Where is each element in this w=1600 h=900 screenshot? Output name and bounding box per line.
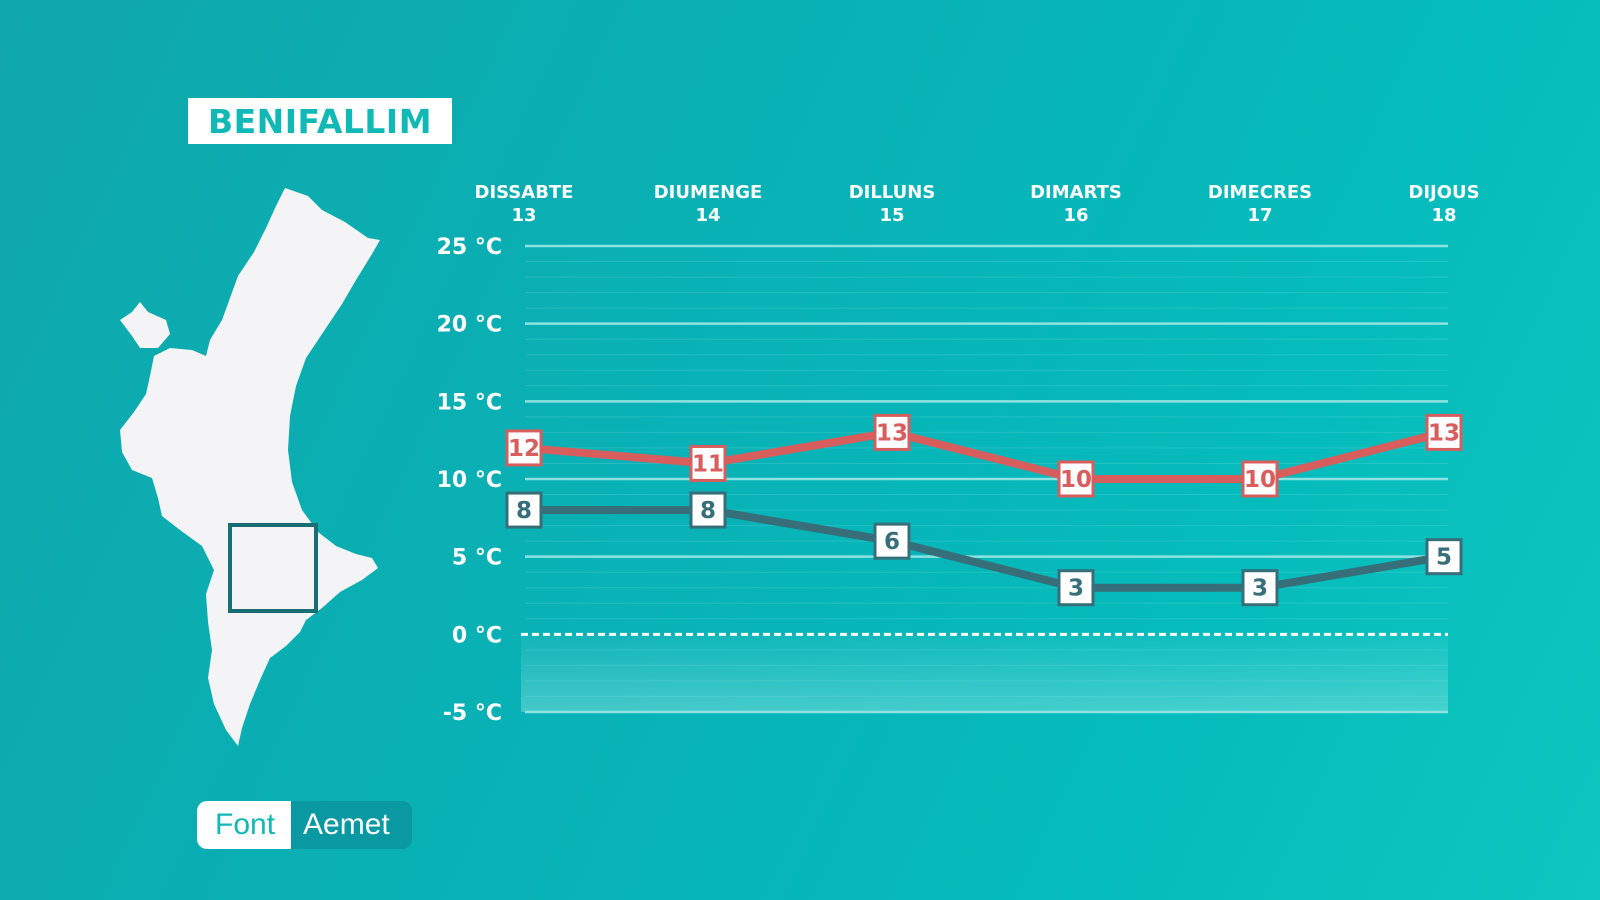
max-point-marker (1425, 413, 1463, 451)
day-name-label: DIMARTS (1030, 182, 1122, 203)
max-point-marker (1057, 460, 1095, 498)
day-date-label: 15 (879, 205, 904, 226)
min-point-label: 8 (700, 498, 716, 524)
day-name-label: DIUMENGE (654, 182, 763, 203)
y-tick-label: 20 °C (437, 313, 502, 338)
source-label: Font (197, 801, 292, 849)
max-point-label: 13 (1428, 420, 1460, 446)
max-point-label: 13 (876, 420, 908, 446)
location-square-icon (228, 523, 318, 613)
y-tick-label: 5 °C (452, 546, 502, 571)
day-date-label: 14 (695, 205, 720, 226)
min-point-marker (1425, 538, 1463, 576)
below-zero-band (521, 634, 1448, 712)
max-point-label: 11 (692, 451, 724, 477)
day-name-label: DIJOUS (1408, 182, 1479, 203)
min-point-marker (689, 491, 727, 529)
day-name-label: DILLUNS (849, 182, 936, 203)
min-point-marker (505, 491, 543, 529)
region-map (110, 180, 410, 760)
min-point-label: 3 (1068, 576, 1084, 602)
valencia-region-map-icon (120, 188, 380, 746)
day-name-label: DISSABTE (475, 182, 574, 203)
region-enclave (120, 302, 170, 348)
location-title-box: BENIFALLIM (188, 98, 452, 144)
min-point-label: 6 (884, 529, 900, 555)
chart-series: 12 11 13 10 10 13 8 8 6 3 3 5 (505, 413, 1463, 607)
max-point-label: 10 (1244, 467, 1276, 493)
min-point-marker (1241, 569, 1279, 607)
min-temperature-line (520, 506, 1448, 592)
max-point-marker (689, 444, 727, 482)
min-point-label: 3 (1252, 576, 1268, 602)
min-point-marker (873, 522, 911, 560)
y-tick-label: 25 °C (437, 235, 502, 260)
location-title: BENIFALLIM (207, 101, 433, 141)
max-temperature-line (520, 428, 1448, 483)
day-date-label: 17 (1247, 205, 1272, 226)
min-point-label: 5 (1436, 545, 1452, 571)
max-point-label: 10 (1060, 467, 1092, 493)
day-date-label: 13 (511, 205, 536, 226)
y-tick-label: -5 °C (443, 701, 502, 726)
min-point-marker (1057, 569, 1095, 607)
day-date-label: 18 (1431, 205, 1456, 226)
min-point-label: 8 (516, 498, 532, 524)
y-tick-label: 15 °C (437, 390, 502, 415)
max-point-marker (873, 413, 911, 451)
y-tick-label: 10 °C (437, 468, 502, 493)
chart-grid (521, 244, 1448, 714)
day-name-label: DIMECRES (1208, 182, 1312, 203)
max-point-marker (1241, 460, 1279, 498)
y-axis-ticks: 25 °C 20 °C 15 °C 10 °C 5 °C 0 °C -5 °C (437, 235, 502, 726)
max-point-marker (505, 429, 543, 467)
source-badge: Font Aemet (197, 801, 412, 849)
max-point-label: 12 (508, 436, 540, 462)
source-value: Aemet (291, 801, 412, 849)
day-date-label: 16 (1063, 205, 1088, 226)
y-tick-label: 0 °C (452, 623, 502, 648)
